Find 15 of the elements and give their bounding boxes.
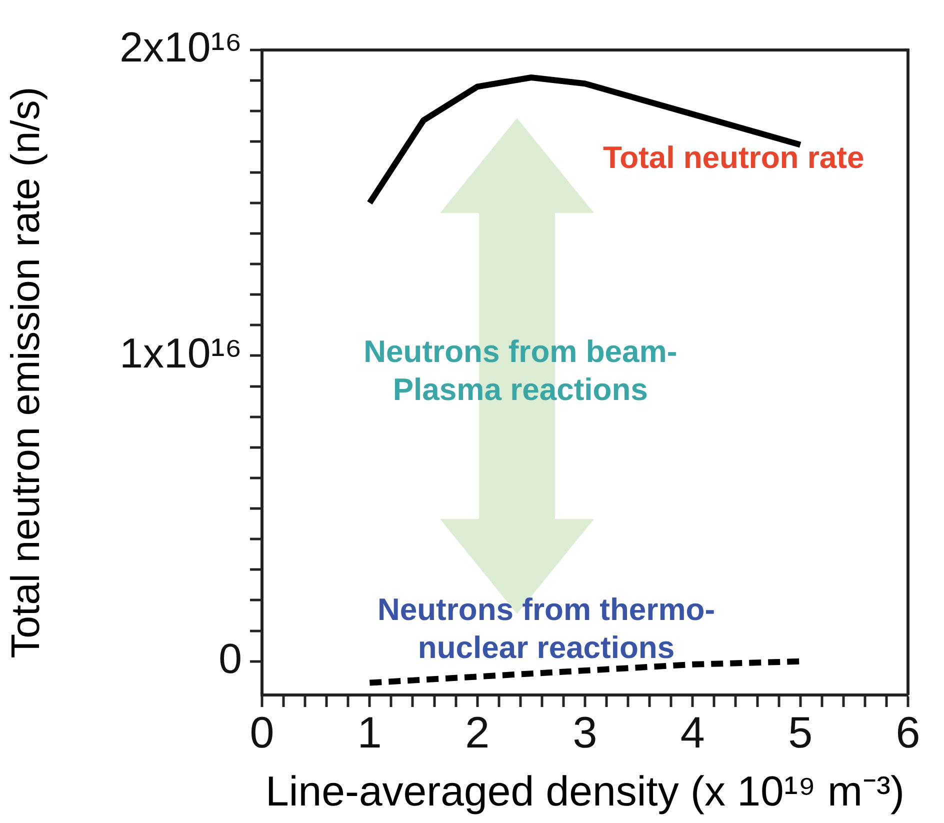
y-tick-label: 0 xyxy=(218,634,242,682)
y-tick-label: 1x10¹⁶ xyxy=(120,329,242,376)
x-tick-label: 6 xyxy=(896,708,920,758)
x-tick-label: 5 xyxy=(788,708,813,758)
x-tick-label: 0 xyxy=(250,708,274,758)
y-axis-title: Total neutron emission rate (n/s) xyxy=(4,86,48,658)
annotation: Neutrons from thermo- nuclear reactions xyxy=(377,592,716,666)
x-tick-label: 1 xyxy=(357,708,382,758)
x-tick-label: 4 xyxy=(680,708,705,758)
annotation: Neutrons from beam- Plasma reactions xyxy=(364,334,678,408)
x-tick-label: 2 xyxy=(465,708,490,758)
annotation: Total neutron rate xyxy=(602,140,864,176)
x-tick-label: 3 xyxy=(572,708,598,758)
x-axis-title: Line-averaged density (x 10¹⁹ m⁻³) xyxy=(266,767,904,814)
y-tick-label: 2x10¹⁶ xyxy=(120,24,242,71)
